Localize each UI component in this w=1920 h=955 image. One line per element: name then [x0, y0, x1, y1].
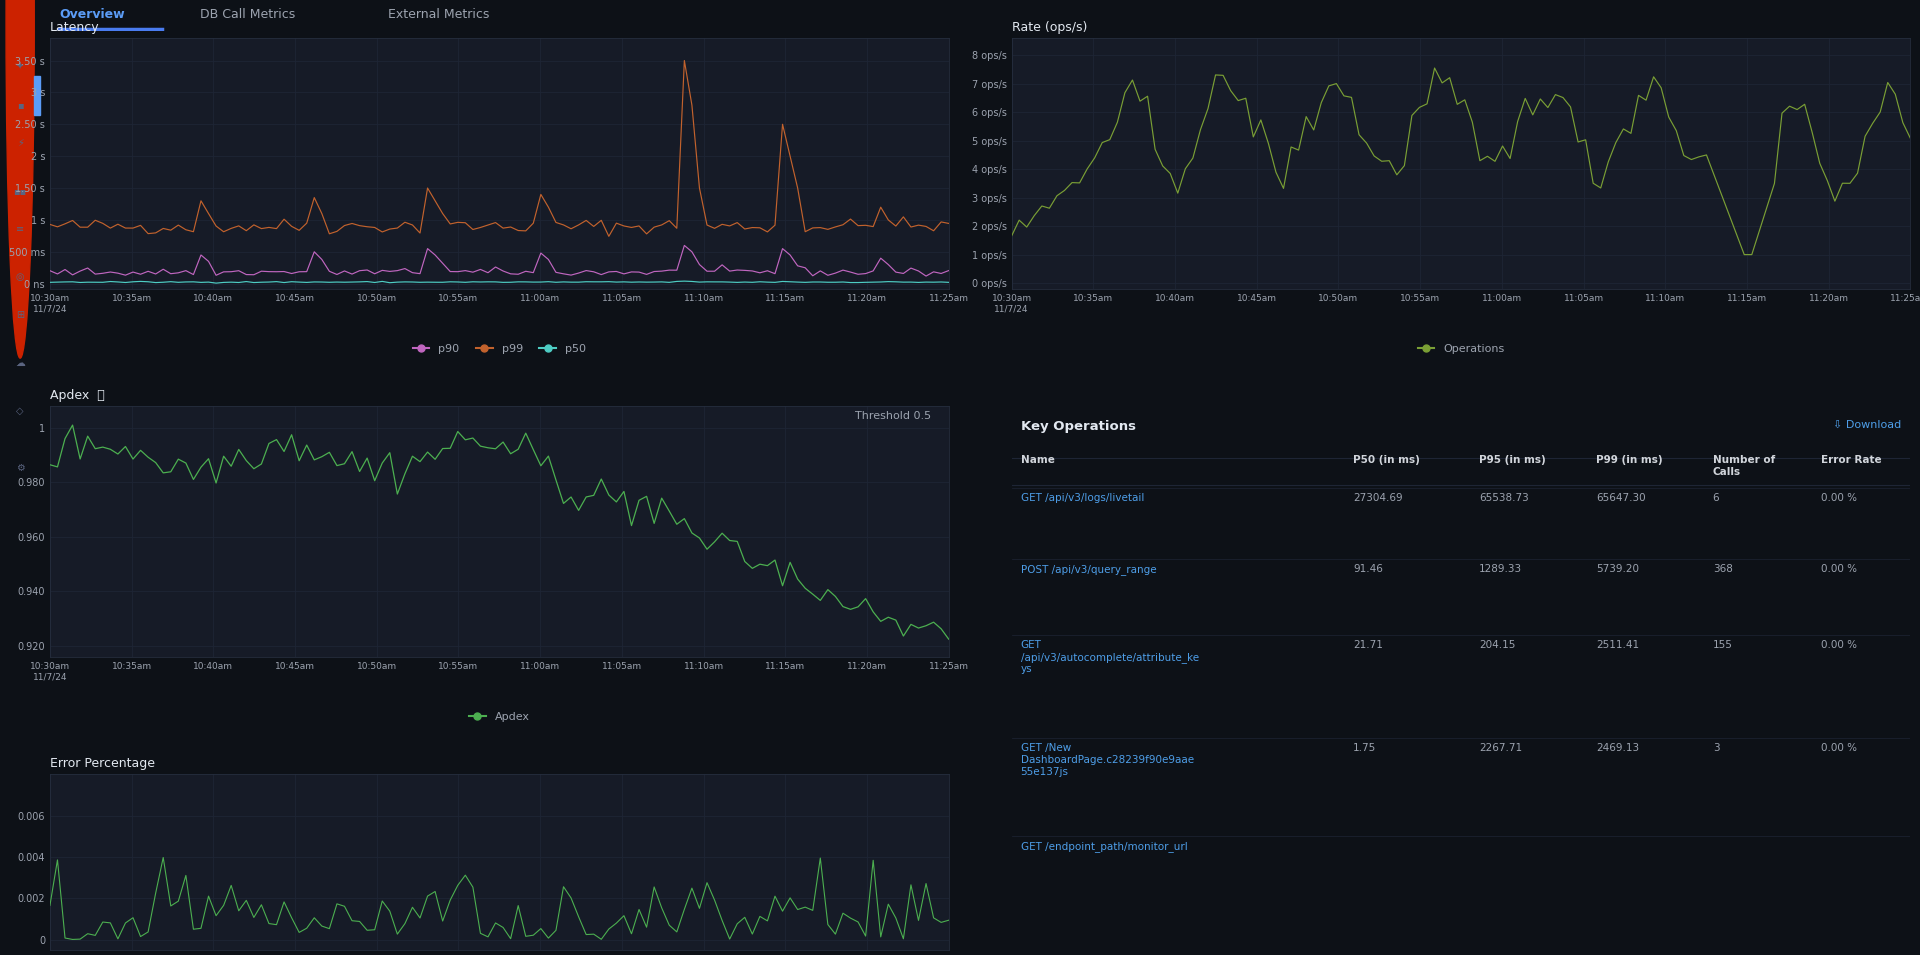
Text: 1.75: 1.75 [1354, 744, 1377, 753]
Text: Number of
Calls: Number of Calls [1713, 456, 1774, 477]
Text: 0.00 %: 0.00 % [1820, 564, 1857, 574]
Text: 0.00 %: 0.00 % [1820, 640, 1857, 650]
Text: ◎: ◎ [15, 272, 25, 282]
Text: 5739.20: 5739.20 [1596, 564, 1640, 574]
Text: Error Rate: Error Rate [1820, 456, 1882, 465]
Text: Apdex  ⓘ: Apdex ⓘ [50, 390, 106, 402]
Text: ⇩ Download: ⇩ Download [1834, 420, 1901, 430]
Text: Overview: Overview [60, 9, 125, 21]
Text: ☁: ☁ [15, 358, 25, 368]
Circle shape [6, 0, 35, 358]
Text: 27304.69: 27304.69 [1354, 493, 1404, 503]
Text: Rate (ops/s): Rate (ops/s) [1012, 21, 1087, 34]
Text: 3: 3 [1713, 744, 1718, 753]
Text: ✦: ✦ [15, 62, 25, 72]
Text: 1289.33: 1289.33 [1478, 564, 1523, 574]
Text: Key Operations: Key Operations [1021, 420, 1135, 433]
Text: ▪: ▪ [17, 100, 23, 110]
Text: GET /api/v3/logs/livetail: GET /api/v3/logs/livetail [1021, 493, 1144, 503]
Text: 0.00 %: 0.00 % [1820, 744, 1857, 753]
Text: Name: Name [1021, 456, 1054, 465]
Bar [35, 76, 40, 115]
Text: 2511.41: 2511.41 [1596, 640, 1640, 650]
Legend: Apdex: Apdex [465, 708, 534, 727]
Text: 204.15: 204.15 [1478, 640, 1515, 650]
Text: 6: 6 [1713, 493, 1718, 503]
Text: 155: 155 [1713, 640, 1732, 650]
Text: ≡: ≡ [15, 224, 25, 234]
Text: 65538.73: 65538.73 [1478, 493, 1528, 503]
Text: ⚡: ⚡ [17, 138, 23, 148]
Text: DB Call Metrics: DB Call Metrics [200, 9, 296, 21]
Legend: Operations: Operations [1413, 340, 1509, 358]
Text: 368: 368 [1713, 564, 1732, 574]
Text: 0.00 %: 0.00 % [1820, 493, 1857, 503]
Text: P95 (in ms): P95 (in ms) [1478, 456, 1546, 465]
Text: P99 (in ms): P99 (in ms) [1596, 456, 1663, 465]
Text: GET /endpoint_path/monitor_url: GET /endpoint_path/monitor_url [1021, 841, 1187, 852]
Text: External Metrics: External Metrics [388, 9, 490, 21]
Text: 21.71: 21.71 [1354, 640, 1382, 650]
Text: ⚙: ⚙ [15, 463, 25, 473]
Text: ▪▪: ▪▪ [13, 186, 27, 196]
Text: 2469.13: 2469.13 [1596, 744, 1640, 753]
Text: ◇: ◇ [17, 406, 23, 415]
Text: 91.46: 91.46 [1354, 564, 1382, 574]
Text: Error Percentage: Error Percentage [50, 757, 156, 770]
Text: GET /New
DashboardPage.c28239f90e9aae
55e137js: GET /New DashboardPage.c28239f90e9aae 55… [1021, 744, 1194, 776]
Legend: p90, p99, p50: p90, p99, p50 [409, 340, 591, 358]
Text: 2267.71: 2267.71 [1478, 744, 1523, 753]
Text: P50 (in ms): P50 (in ms) [1354, 456, 1421, 465]
Text: ⊞: ⊞ [15, 310, 25, 320]
Text: Latency: Latency [50, 21, 100, 34]
Text: POST /api/v3/query_range: POST /api/v3/query_range [1021, 564, 1156, 575]
Text: Threshold 0.5: Threshold 0.5 [854, 412, 931, 421]
Text: 65647.30: 65647.30 [1596, 493, 1645, 503]
Text: GET
/api/v3/autocomplete/attribute_ke
ys: GET /api/v3/autocomplete/attribute_ke ys [1021, 640, 1198, 674]
